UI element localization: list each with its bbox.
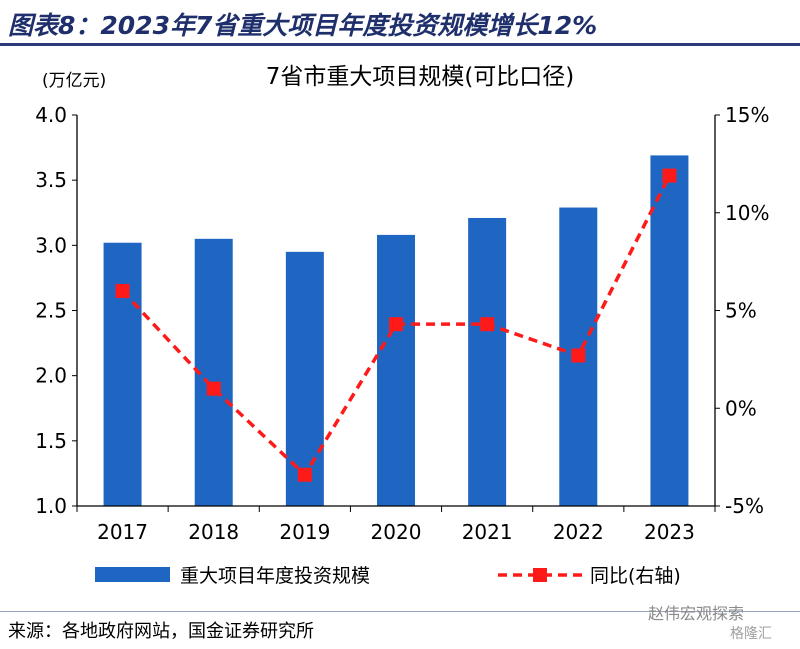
watermark: 赵伟宏观探索 [648, 604, 745, 623]
yoy-point-2020 [389, 317, 403, 332]
bar-2023 [650, 155, 689, 507]
legend-bar-swatch [95, 567, 170, 582]
y-left-tick-label: 4.0 [35, 103, 67, 127]
yoy-point-2022 [571, 348, 586, 363]
bar-2018 [194, 238, 233, 507]
yoy-point-2018 [206, 381, 221, 396]
yoy-point-2021 [480, 317, 495, 332]
figure-title: 图表8：2023年7省重大项目年度投资规模增长12% [8, 11, 598, 40]
y-left-tick-label: 1.0 [35, 494, 67, 518]
chart-title: 7省市重大项目规模(可比口径) [266, 64, 575, 90]
x-tick-label: 2017 [97, 520, 148, 544]
y-right-tick-label: 5% [725, 299, 757, 323]
x-tick-label: 2020 [371, 520, 422, 544]
yoy-point-2019 [297, 467, 312, 482]
y-left-tick-label: 3.5 [35, 168, 67, 192]
x-tick-label: 2018 [188, 520, 239, 544]
plot-area: 1.0 1.5 2.0 2.5 3.0 3.5 4.0 -5% 0% 5% 10% 15% 2017 20… [35, 103, 769, 544]
y-axis-label-left: (万亿元) [42, 71, 106, 91]
y-right-tick-label: 0% [725, 396, 757, 420]
x-tick-label: 2022 [553, 520, 604, 544]
source-note: 来源：各地政府网站，国金证券研究所 [8, 621, 314, 642]
x-tick-label: 2023 [644, 520, 695, 544]
y-left-tick-label: 2.5 [35, 299, 67, 323]
bar-2021 [468, 217, 507, 507]
x-tick-label: 2021 [462, 520, 513, 544]
legend-line-label: 同比(右轴) [590, 565, 681, 587]
y-right-tick-label: 10% [725, 201, 769, 225]
source-divider [0, 611, 800, 612]
legend: 重大项目年度投资规模 同比(右轴) [95, 565, 681, 587]
yoy-point-2023 [662, 168, 677, 183]
y-right-tick-label: 15% [725, 103, 769, 127]
bar-2020 [377, 234, 415, 506]
x-tick-label: 2019 [279, 520, 330, 544]
legend-bar-label: 重大项目年度投资规模 [180, 565, 370, 587]
legend-line-marker [533, 568, 547, 582]
yoy-point-2017 [115, 283, 130, 298]
y-left-tick-label: 1.5 [35, 429, 67, 453]
bar-2017 [103, 242, 142, 506]
y-left-tick-label: 2.0 [35, 364, 67, 388]
watermark-secondary: 格隆汇 [730, 626, 772, 642]
y-right-tick-label: -5% [725, 494, 764, 518]
y-left-tick-label: 3.0 [35, 233, 67, 257]
title-divider [0, 43, 800, 46]
